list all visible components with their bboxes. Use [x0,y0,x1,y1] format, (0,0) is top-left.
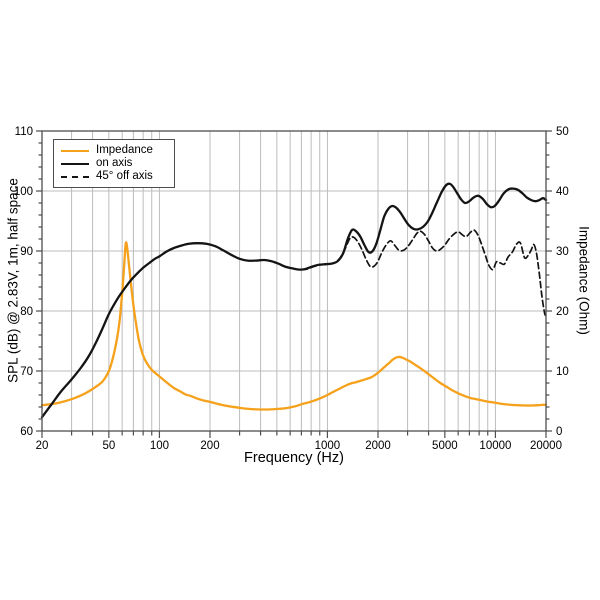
y-left-tick-label: 70 [20,366,33,378]
x-tick-label: 50 [102,440,115,452]
x-tick-label: 20000 [530,440,562,452]
off-axis-curve [300,229,547,317]
y-right-tick-label: 10 [556,366,569,378]
y-right-tick-label: 0 [556,426,562,438]
y-right-tick-label: 40 [556,186,569,198]
y-left-tick-label: 110 [15,126,33,138]
y-left-tick-label: 60 [20,426,33,438]
legend: Impedance on axis 45° off axis [53,139,175,188]
legend-label-on-axis: on axis [96,157,133,169]
y-left-tick-label: 100 [14,186,33,198]
tick-labels: 20 50 100 200 1000 2000 5000 10000 2000060708090… [14,126,569,452]
x-tick-label: 100 [150,440,169,452]
x-tick-label: 200 [200,440,219,452]
x-axis-title: Frequency (Hz) [244,450,344,466]
legend-item-off-axis: 45° off axis [61,170,174,183]
y-right-tick-label: 30 [556,246,569,258]
legend-label-off-axis: 45° off axis [96,170,153,182]
x-tick-label: 1000 [315,440,341,452]
axes [36,130,552,438]
on-axis-line-sample [61,162,89,165]
x-tick-label: 2000 [365,440,391,452]
left-axis-title: SPL (dB) @ 2.83V, 1m, half space [5,178,21,383]
impedance-line-sample [61,149,89,152]
impedance-curve [40,241,548,411]
y-left-tick-label: 80 [20,306,33,318]
y-left-tick-label: 90 [20,246,33,258]
curves [40,182,548,419]
y-right-tick-label: 20 [556,306,569,318]
legend-item-on-axis: on axis [61,157,174,170]
legend-item-impedance: Impedance [61,144,174,157]
x-tick-label: 5000 [432,440,458,452]
right-axis-title: Impedance (Ohm) [576,226,592,335]
off-axis-line-sample [61,175,89,178]
x-tick-label: 20 [36,440,49,452]
x-tick-label: 10000 [479,440,511,452]
on-axis-curve [40,182,548,419]
legend-label-impedance: Impedance [96,144,153,156]
y-right-tick-label: 50 [556,126,569,138]
